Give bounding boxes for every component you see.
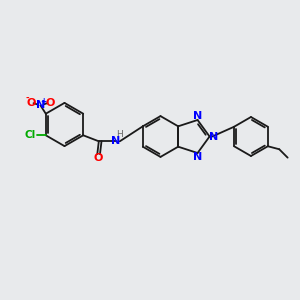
Text: Cl: Cl: [25, 130, 36, 140]
Text: N: N: [36, 100, 45, 110]
Text: O: O: [26, 98, 35, 108]
Text: O: O: [45, 98, 55, 108]
Text: N: N: [111, 136, 121, 146]
Text: H: H: [116, 130, 123, 139]
Text: N: N: [193, 111, 203, 121]
Text: O: O: [93, 153, 103, 163]
Text: -: -: [25, 94, 29, 103]
Text: N: N: [209, 131, 218, 142]
Text: N: N: [193, 152, 203, 162]
Text: +: +: [40, 97, 47, 106]
